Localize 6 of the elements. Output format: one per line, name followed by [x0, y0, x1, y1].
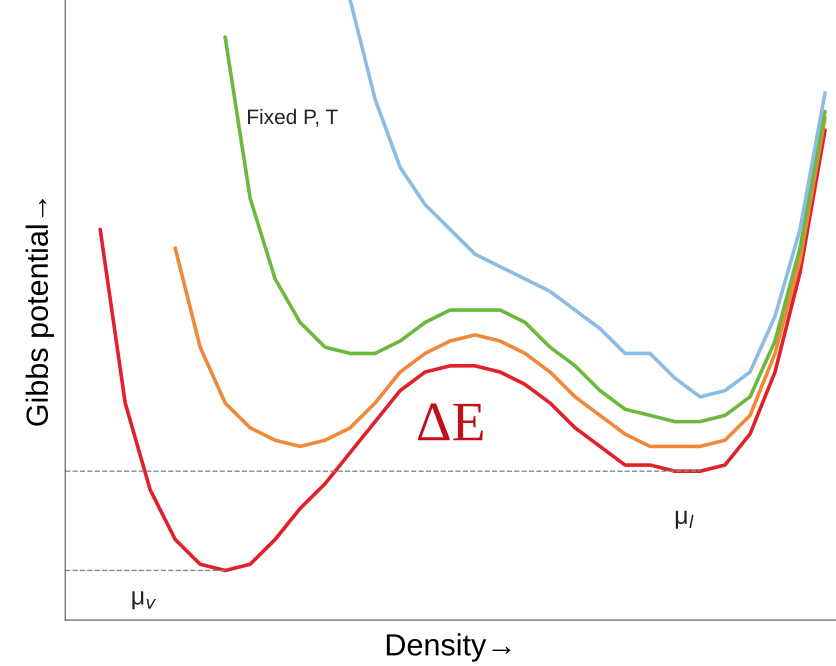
- annotation: μ$_{l}$: [676, 510, 694, 529]
- y-axis-title: Gibbs potential→: [26, 199, 54, 426]
- annotation: Fixed P, T: [248, 108, 338, 127]
- x-axis-title: Density→: [386, 633, 511, 662]
- annotation: ΔE: [418, 404, 483, 440]
- annotation: μ$_{v}$: [132, 591, 156, 610]
